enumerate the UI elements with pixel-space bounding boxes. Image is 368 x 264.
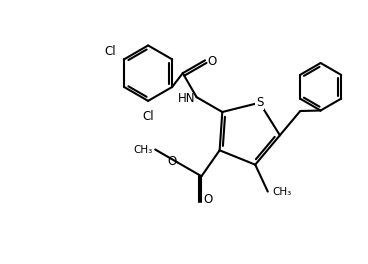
Text: CH₃: CH₃ <box>133 144 152 154</box>
Text: HN: HN <box>178 92 196 105</box>
Text: Cl: Cl <box>142 110 154 123</box>
Text: Cl: Cl <box>105 45 116 58</box>
Text: CH₃: CH₃ <box>273 187 292 196</box>
Text: O: O <box>167 155 177 168</box>
Text: O: O <box>207 55 216 68</box>
Text: S: S <box>256 96 263 109</box>
Text: O: O <box>204 193 213 206</box>
